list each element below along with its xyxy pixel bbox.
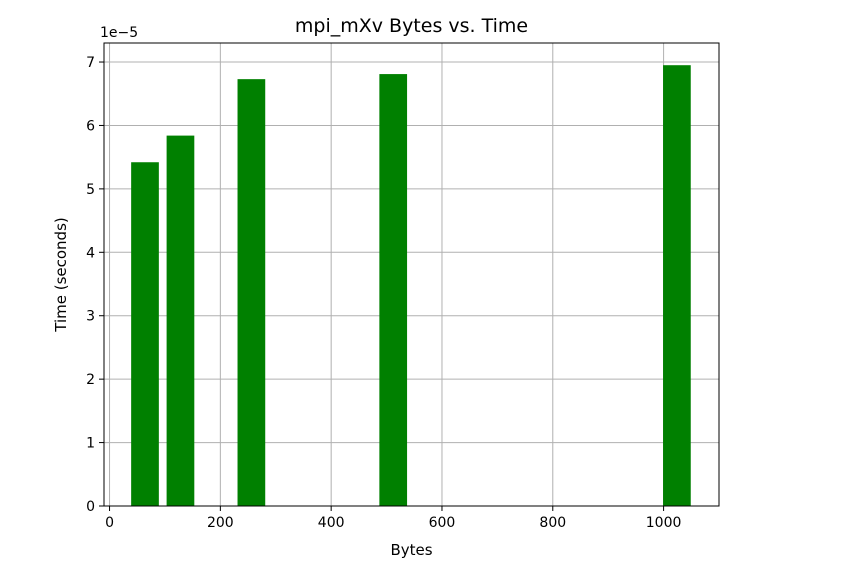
y-tick-label: 2: [86, 372, 95, 388]
grid: [104, 43, 719, 507]
bar: [663, 65, 691, 506]
x-tick-label: 400: [318, 515, 345, 531]
x-axis-label: Bytes: [390, 541, 432, 559]
x-axis: 0 200 400 600 800 1000: [105, 506, 681, 531]
y-tick-label: 7: [86, 55, 95, 71]
plot-frame: [103, 42, 720, 507]
x-tick-label: 1000: [646, 515, 682, 531]
y-axis: 0 1 2 3 4 5 6 7: [86, 55, 104, 515]
y-tick-label: 0: [86, 499, 95, 515]
y-tick-label: 6: [86, 118, 95, 134]
y-tick-label: 1: [86, 436, 95, 452]
x-tick-label: 0: [105, 515, 114, 531]
y-axis-label: Time (seconds): [52, 217, 70, 333]
y-tick-label: 5: [86, 182, 95, 198]
x-tick-label: 200: [207, 515, 234, 531]
chart-title: mpi_mXv Bytes vs. Time: [295, 15, 528, 37]
x-tick-label: 800: [539, 515, 566, 531]
bar: [166, 135, 195, 506]
bars: [131, 65, 691, 507]
bar: [237, 79, 266, 507]
bar: [131, 162, 159, 507]
y-tick-label: 3: [86, 309, 95, 325]
y-tick-label: 4: [86, 245, 95, 261]
y-axis-offset-label: 1e−5: [100, 25, 138, 41]
bar: [379, 74, 408, 507]
x-tick-label: 600: [429, 515, 456, 531]
